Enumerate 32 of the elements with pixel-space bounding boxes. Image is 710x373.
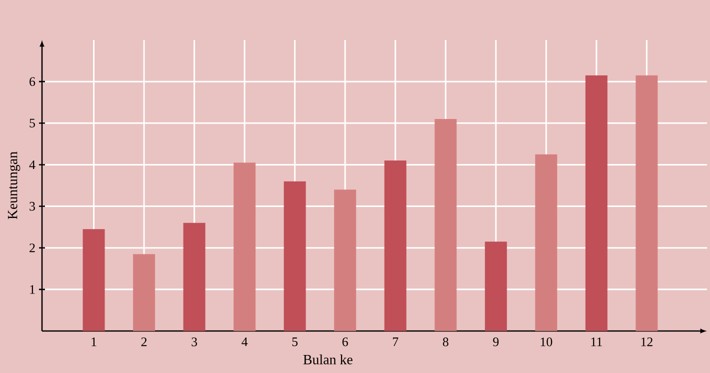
x-tick-label: 10	[540, 338, 552, 346]
y-tick-label: 5	[30, 118, 35, 128]
x-tick-label: 1	[92, 338, 96, 346]
bar	[133, 254, 156, 331]
y-tick-label: 3	[30, 202, 35, 211]
bar	[585, 75, 608, 331]
x-tick-label: 4	[242, 338, 248, 346]
bar	[636, 75, 658, 331]
bar	[434, 118, 457, 331]
bar	[183, 222, 206, 331]
x-tick-label: 5	[292, 338, 298, 346]
x-tick-label: 6	[342, 338, 348, 346]
y-axis-title: Keuntungan	[8, 152, 20, 220]
y-tick-label: 4	[29, 160, 36, 169]
bar	[82, 229, 105, 331]
bar	[484, 242, 507, 331]
bar	[234, 162, 256, 331]
x-tick-label: 2	[141, 338, 147, 346]
y-tick-label: 1	[30, 285, 35, 294]
x-tick-label: 7	[392, 338, 398, 346]
x-tick-label: 11	[591, 338, 602, 346]
x-tick-label: 9	[493, 338, 499, 346]
bar	[384, 160, 406, 331]
x-axis-title: Bulan ke	[303, 354, 352, 364]
x-tick-label: 8	[442, 338, 448, 346]
x-tick-label: 3	[192, 338, 198, 346]
bar	[535, 154, 558, 331]
y-tick-label: 6	[30, 77, 36, 86]
bar	[284, 181, 306, 331]
bar	[334, 190, 356, 331]
y-tick-label: 2	[30, 244, 35, 252]
x-tick-label: 12	[641, 338, 652, 346]
